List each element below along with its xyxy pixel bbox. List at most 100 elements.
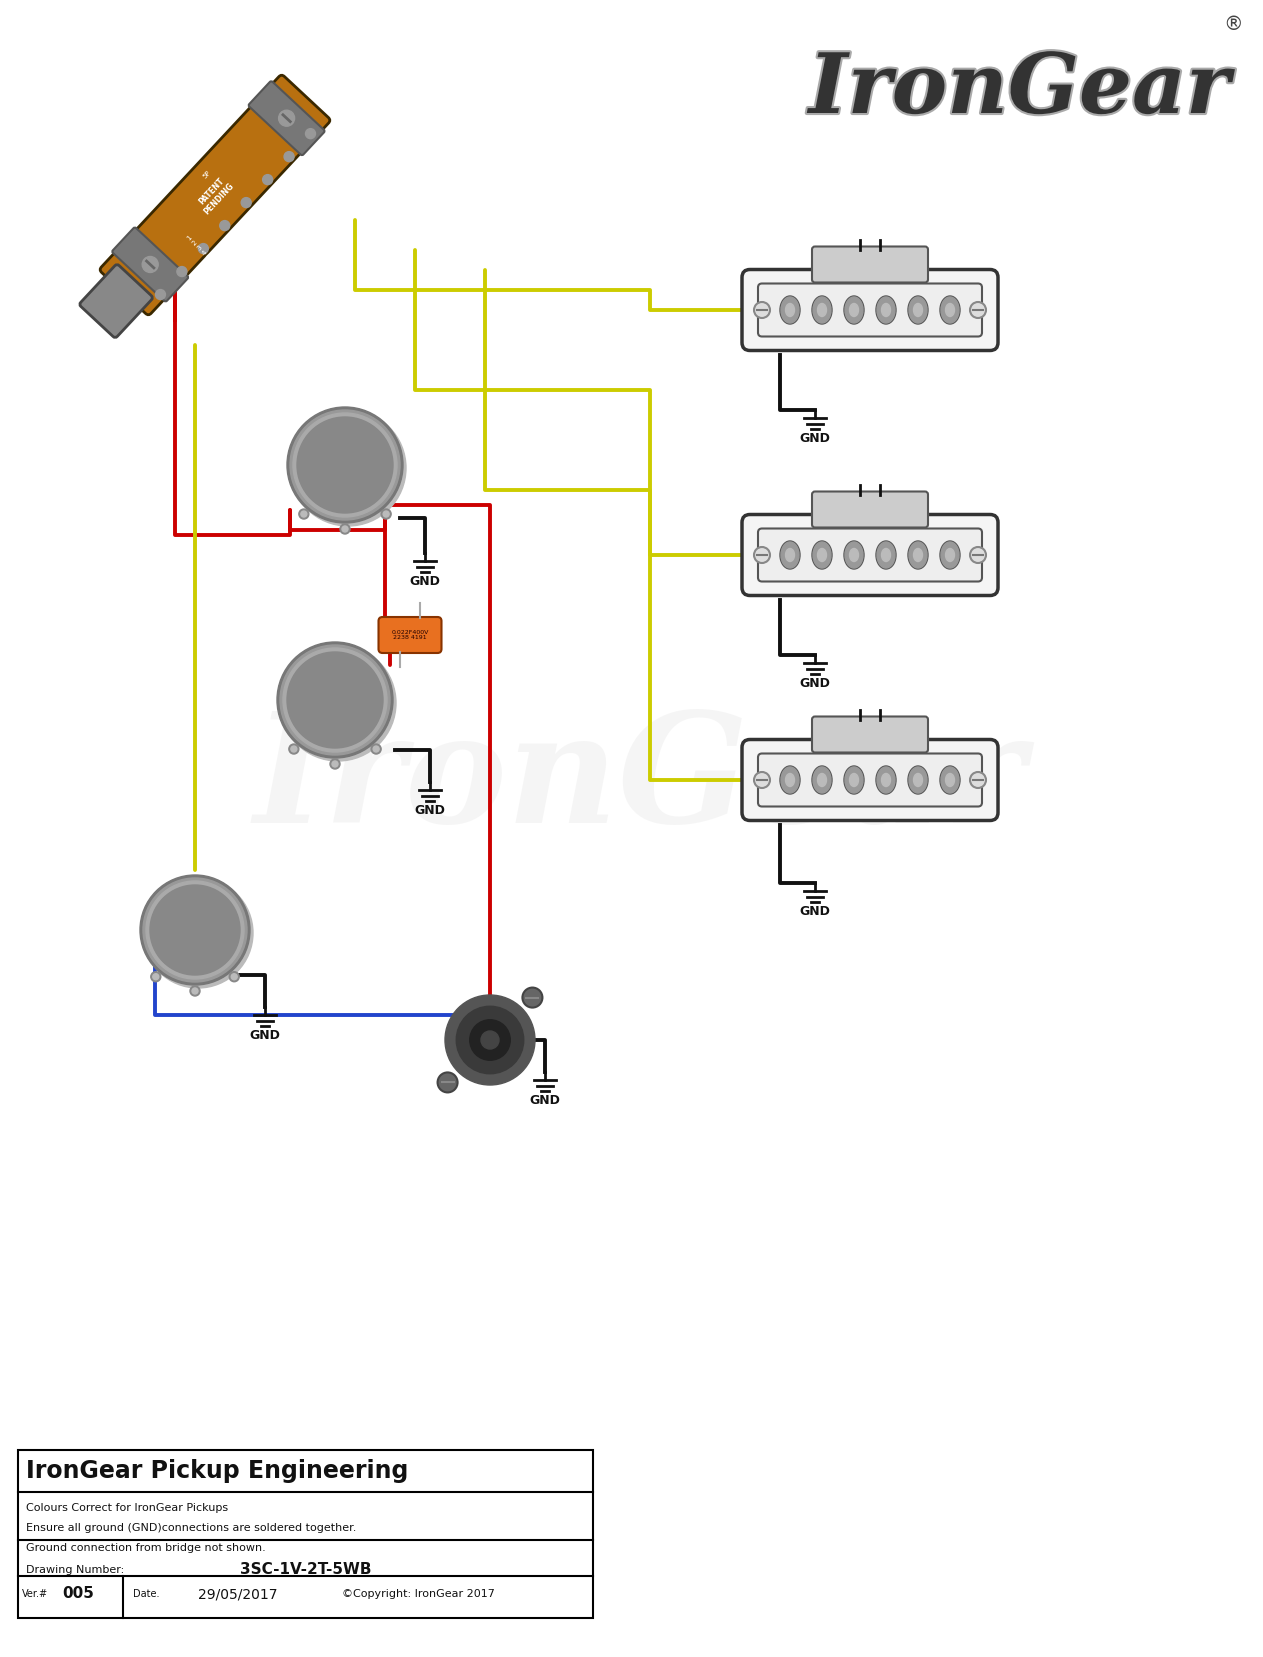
Circle shape [160,896,229,964]
Circle shape [306,129,316,139]
Circle shape [289,744,299,754]
Circle shape [280,645,397,761]
Circle shape [445,994,536,1085]
Ellipse shape [781,766,799,794]
FancyBboxPatch shape [812,716,928,752]
Ellipse shape [908,297,928,325]
Ellipse shape [913,548,922,562]
Circle shape [481,1031,499,1049]
FancyBboxPatch shape [758,283,983,336]
Circle shape [277,641,393,757]
Ellipse shape [781,297,799,325]
FancyBboxPatch shape [741,515,998,595]
Ellipse shape [845,297,863,323]
Circle shape [143,878,248,983]
FancyBboxPatch shape [741,270,998,351]
Ellipse shape [817,774,826,787]
Text: 0.022F400V
2238 4191: 0.022F400V 2238 4191 [392,630,428,640]
Circle shape [456,1006,524,1074]
Ellipse shape [882,774,890,787]
Circle shape [297,418,393,514]
Ellipse shape [913,774,922,787]
Ellipse shape [786,774,794,787]
Ellipse shape [850,774,859,787]
Text: GND: GND [799,905,831,918]
FancyBboxPatch shape [741,739,998,820]
Circle shape [150,885,240,974]
Ellipse shape [781,767,799,794]
Text: GND: GND [414,804,446,817]
Text: Date.: Date. [133,1589,159,1599]
Text: IronGear Pickup Engineering: IronGear Pickup Engineering [27,1460,408,1483]
Circle shape [754,772,770,789]
FancyBboxPatch shape [18,1450,594,1617]
Ellipse shape [813,297,831,323]
Circle shape [155,290,165,300]
FancyBboxPatch shape [80,265,153,338]
Ellipse shape [908,540,928,568]
Ellipse shape [940,540,960,568]
Ellipse shape [946,548,955,562]
Circle shape [470,1019,510,1060]
Circle shape [331,696,340,704]
Ellipse shape [877,540,895,568]
Ellipse shape [877,767,895,794]
Ellipse shape [946,303,955,316]
Ellipse shape [908,766,928,794]
Text: GND: GND [799,678,831,689]
Ellipse shape [812,297,832,325]
Circle shape [280,645,390,756]
Ellipse shape [877,297,895,323]
Circle shape [143,878,253,988]
Text: IronGear: IronGear [808,50,1230,129]
Ellipse shape [946,774,955,787]
Circle shape [437,1072,457,1092]
Circle shape [299,664,371,736]
Text: 005: 005 [62,1586,93,1602]
Ellipse shape [845,542,863,568]
Circle shape [381,509,392,519]
Ellipse shape [941,542,959,568]
Circle shape [301,510,307,517]
Ellipse shape [844,297,864,325]
Circle shape [290,409,405,525]
Ellipse shape [813,767,831,794]
Text: GND: GND [250,1029,280,1042]
Wedge shape [290,699,380,747]
Circle shape [754,547,770,563]
FancyBboxPatch shape [379,616,442,653]
Circle shape [283,648,386,752]
Text: Colours Correct for IronGear Pickups: Colours Correct for IronGear Pickups [27,1503,229,1513]
Wedge shape [301,466,390,512]
Circle shape [303,423,386,507]
Text: Volume
LOG
(“A” Prefix): Volume LOG (“A” Prefix) [314,439,375,474]
Circle shape [263,174,273,184]
Circle shape [754,302,770,318]
Text: Middle
Tone
LOG
(“A” Prefix): Middle Tone LOG (“A” Prefix) [165,898,225,946]
Ellipse shape [909,767,927,794]
Circle shape [293,413,397,517]
Ellipse shape [877,766,895,794]
Circle shape [147,882,244,979]
Ellipse shape [844,540,864,568]
Ellipse shape [845,767,863,794]
Circle shape [970,547,986,563]
Ellipse shape [786,303,794,316]
Text: GND: GND [529,1094,561,1107]
FancyBboxPatch shape [112,227,188,302]
Circle shape [279,111,294,126]
Circle shape [523,988,542,1007]
Text: PATENT
PENDING: PATENT PENDING [195,174,236,215]
Ellipse shape [781,540,799,568]
Ellipse shape [817,303,826,316]
Text: 3SC-1V-2T-5WB: 3SC-1V-2T-5WB [240,1563,371,1577]
Text: GND: GND [799,432,831,446]
Ellipse shape [909,542,927,568]
FancyBboxPatch shape [249,81,325,156]
Circle shape [150,971,160,981]
Circle shape [293,658,376,742]
Ellipse shape [817,548,826,562]
Circle shape [231,974,237,979]
Circle shape [970,302,986,318]
Circle shape [342,525,349,532]
